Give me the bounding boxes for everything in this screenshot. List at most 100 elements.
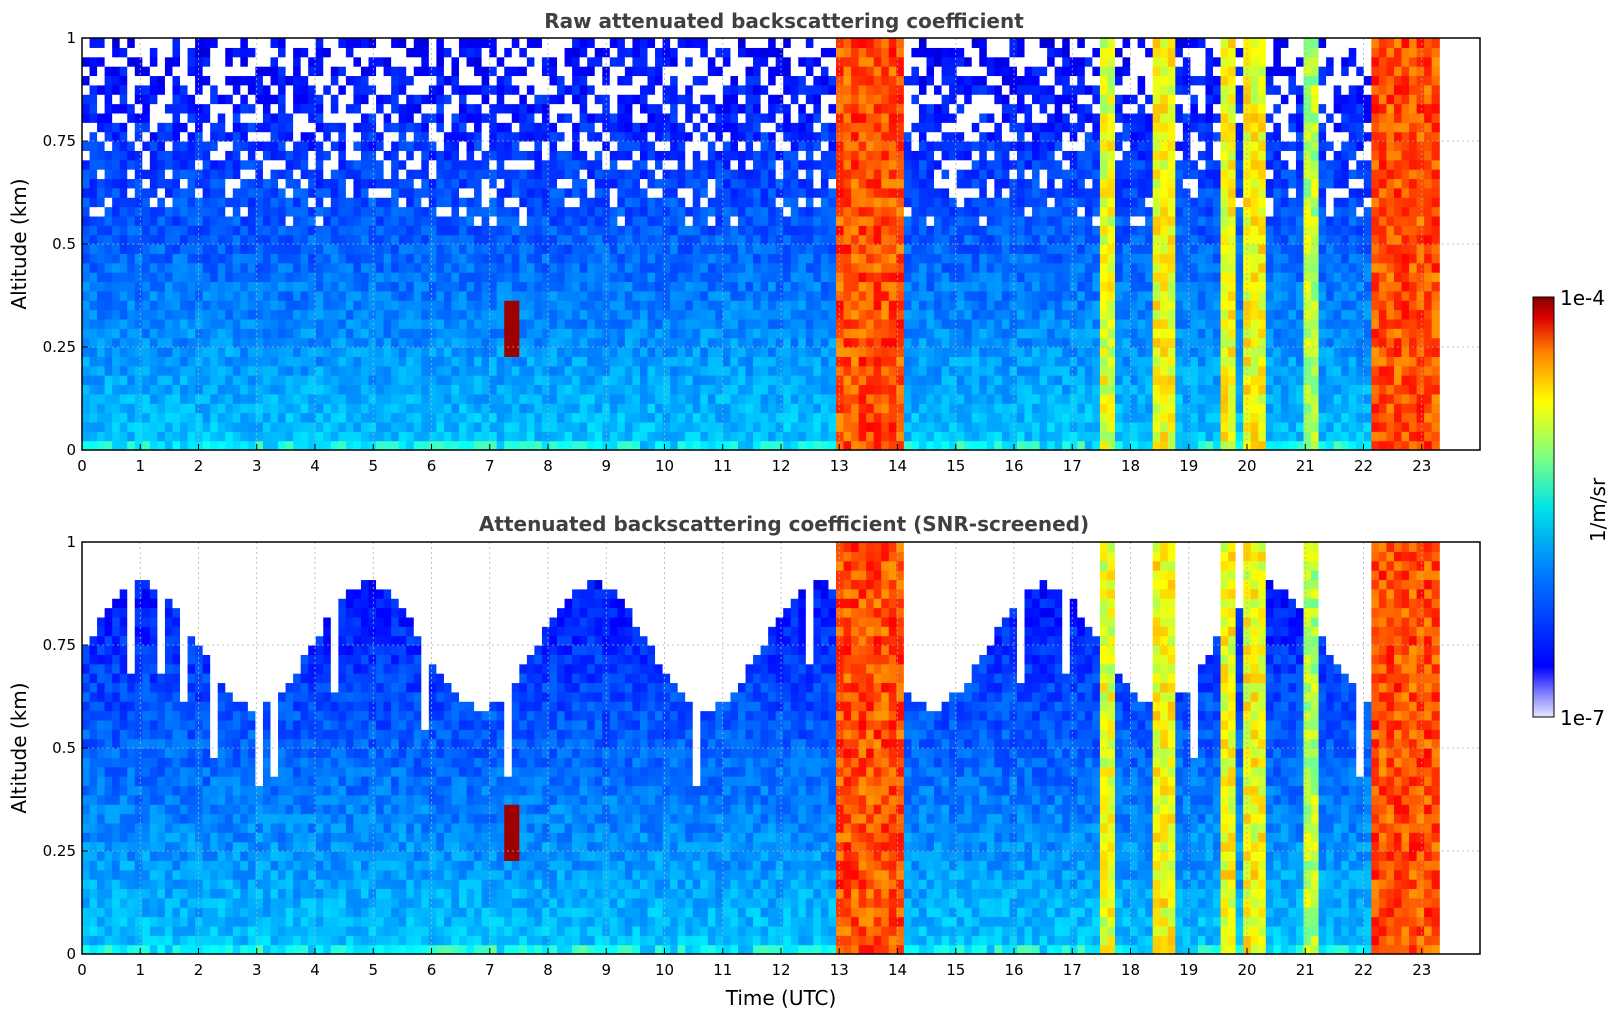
heatmap-cell — [300, 262, 309, 273]
heatmap-cell — [353, 347, 362, 357]
heatmap-cell — [858, 122, 867, 133]
heatmap-cell — [466, 131, 475, 142]
heatmap-cell — [353, 159, 362, 170]
heatmap-cell — [692, 253, 701, 264]
heatmap-cell — [519, 159, 528, 170]
heatmap-cell — [504, 403, 513, 414]
panel-raw: Raw attenuated backscattering coefficien… — [7, 9, 1481, 475]
heatmap-cell — [557, 234, 566, 245]
heatmap-cell — [775, 103, 784, 114]
heatmap-cell — [715, 440, 724, 451]
heatmap-cell — [82, 56, 91, 67]
heatmap-cell — [89, 206, 98, 217]
heatmap-cell — [692, 318, 701, 329]
heatmap-cell — [579, 328, 588, 339]
heatmap-cell — [413, 412, 422, 423]
heatmap-cell — [609, 309, 618, 320]
heatmap-cell — [195, 187, 204, 198]
heatmap-cell — [579, 244, 588, 254]
heatmap-cell — [157, 337, 166, 348]
heatmap-cell — [474, 421, 483, 432]
heatmap-cell — [262, 197, 272, 208]
heatmap-cell — [647, 215, 656, 226]
heatmap-cell — [805, 244, 814, 254]
heatmap-cell — [391, 318, 400, 329]
heatmap-cell — [481, 66, 490, 77]
heatmap-cell — [82, 318, 91, 329]
heatmap-cell — [481, 253, 490, 264]
heatmap-cell — [745, 262, 754, 273]
heatmap-cell — [519, 131, 528, 142]
heatmap-cell — [413, 328, 422, 339]
heatmap-cell — [225, 225, 234, 236]
heatmap-cell — [579, 169, 588, 180]
heatmap-cell — [489, 131, 498, 142]
heatmap-cell — [270, 262, 279, 273]
heatmap-cell — [496, 309, 505, 320]
heatmap-cell — [896, 159, 905, 170]
heatmap-cell — [737, 47, 747, 58]
heatmap-cell — [368, 169, 377, 180]
heatmap-cell — [692, 56, 701, 67]
heatmap-cell — [737, 290, 747, 301]
heatmap-cell — [798, 197, 807, 208]
heatmap-cell — [790, 421, 799, 432]
heatmap-cell — [225, 141, 234, 151]
heatmap-cell — [489, 384, 498, 395]
heatmap-cell — [112, 393, 121, 404]
heatmap-cell — [202, 206, 211, 217]
heatmap-cell — [655, 412, 664, 423]
heatmap-cell — [572, 318, 581, 329]
heatmap-cell — [443, 244, 453, 254]
heatmap-cell — [481, 375, 490, 386]
heatmap-cell — [270, 337, 279, 348]
heatmap-cell — [918, 403, 928, 414]
heatmap-cell — [89, 328, 98, 339]
heatmap-cell — [413, 365, 422, 376]
heatmap-cell — [97, 122, 106, 133]
heatmap-cell — [511, 253, 520, 264]
heatmap-cell — [828, 365, 837, 376]
heatmap-cell — [715, 281, 724, 292]
heatmap-cell — [300, 253, 309, 264]
heatmap-cell — [639, 318, 649, 329]
heatmap-cell — [813, 38, 822, 48]
heatmap-cell — [737, 75, 747, 86]
heatmap-cell — [926, 356, 935, 367]
heatmap-cell — [526, 356, 536, 367]
heatmap-cell — [549, 66, 558, 77]
heatmap-cell — [157, 421, 166, 432]
heatmap-cell — [300, 197, 309, 208]
heatmap-cell — [534, 122, 543, 133]
heatmap-cell — [481, 309, 490, 320]
heatmap-cell — [97, 84, 106, 95]
heatmap-cell — [142, 197, 151, 208]
heatmap-cell — [760, 272, 769, 283]
heatmap-cell — [526, 347, 536, 357]
heatmap-cell — [330, 365, 339, 376]
heatmap-cell — [511, 300, 520, 311]
heatmap-cell — [112, 253, 121, 264]
heatmap-cell — [376, 38, 385, 48]
heatmap-cell — [142, 38, 151, 48]
heatmap-cell — [112, 262, 121, 273]
heatmap-cell — [587, 56, 596, 67]
heatmap-cell — [406, 38, 415, 48]
heatmap-cell — [722, 393, 732, 404]
heatmap-cell — [881, 281, 890, 292]
heatmap-cell — [315, 112, 324, 123]
heatmap-cell — [436, 431, 445, 442]
heatmap-cell — [873, 169, 882, 180]
heatmap-cell — [368, 141, 377, 151]
heatmap-cell — [376, 272, 385, 283]
heatmap-cell — [225, 318, 234, 329]
heatmap-cell — [421, 75, 430, 86]
heatmap-cell — [881, 347, 890, 357]
heatmap-cell — [345, 431, 355, 442]
heatmap-cell — [157, 159, 166, 170]
heatmap-cell — [489, 94, 498, 105]
heatmap-cell — [225, 253, 234, 264]
heatmap-cell — [798, 84, 807, 95]
heatmap-cell — [918, 169, 928, 180]
heatmap-cell — [225, 431, 234, 442]
